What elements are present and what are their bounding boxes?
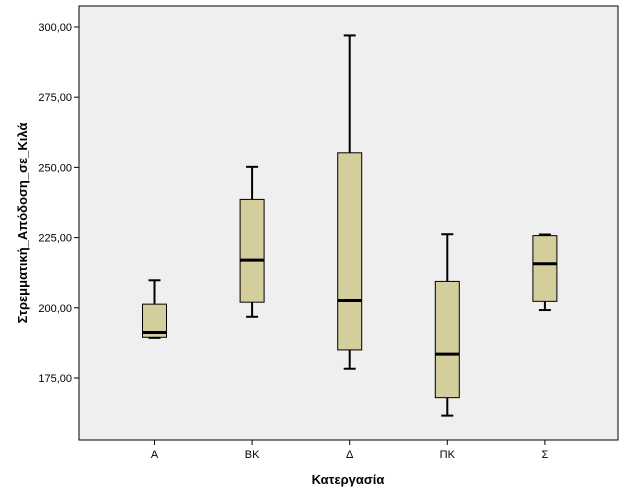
iqr-box [434, 280, 460, 399]
y-tick-label: 275,00 [38, 92, 72, 104]
x-axis-title: Κατεργασία [312, 472, 385, 487]
y-tick-label: 300,00 [38, 22, 72, 34]
iqr-box [337, 152, 363, 351]
y-tick-label: 175,00 [38, 373, 72, 385]
box-4 [434, 233, 460, 417]
iqr-box [239, 198, 265, 303]
y-tick-label: 200,00 [38, 303, 72, 315]
box-series [142, 34, 558, 417]
box-2 [239, 165, 265, 318]
iqr-box [532, 235, 558, 302]
box-1 [142, 279, 167, 339]
x-tick-label: Σ [541, 449, 548, 461]
x-axis: Α ΒΚ Δ ΠΚ Σ [151, 440, 548, 461]
x-tick-label: ΠΚ [440, 449, 456, 461]
box-3 [337, 34, 363, 370]
y-tick-label: 225,00 [38, 233, 72, 245]
x-tick-label: ΒΚ [245, 449, 260, 461]
y-tick-label: 250,00 [38, 162, 72, 174]
x-tick-label: Α [151, 449, 159, 461]
x-tick-label: Δ [346, 449, 354, 461]
y-axis: 175,00 200,00 225,00 250,00 275,00 300,00 [38, 22, 79, 385]
box-5 [532, 233, 558, 312]
y-axis-title: Στρεμματική_Απόδοση_σε_Κιλά [15, 123, 30, 324]
